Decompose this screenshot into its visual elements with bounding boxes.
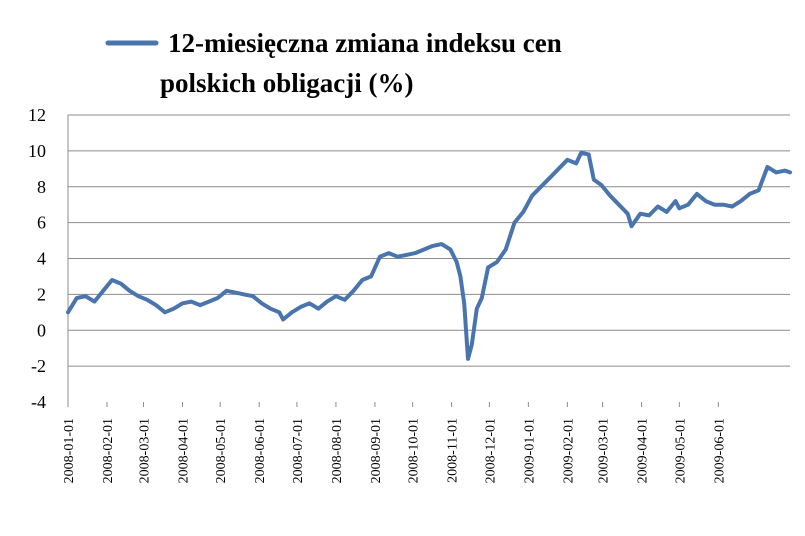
x-tick-label: 2009-02-01	[561, 418, 576, 483]
gridlines	[68, 114, 790, 367]
legend-label-line-1: 12-miesięczna zmiana indeksu cen	[168, 28, 562, 58]
y-tick-label: 2	[37, 284, 46, 304]
legend-label-line-2: polskich obligacji (%)	[160, 68, 414, 98]
x-tick-label: 2008-06-01	[253, 418, 268, 483]
x-tick-label: 2009-05-01	[673, 418, 688, 483]
y-axis-ticks: -4 -2 0 2 4 6 8 10 12	[28, 105, 46, 412]
legend: 12-miesięczna zmiana indeksu cen polskic…	[105, 28, 568, 98]
y-tick-label: -4	[31, 392, 46, 412]
x-tick-label: 2009-06-01	[712, 418, 727, 483]
y-tick-label: -2	[31, 356, 46, 376]
y-tick-label: 6	[37, 213, 46, 233]
x-tick-label: 2008-08-01	[330, 418, 345, 483]
x-tick-label: 2009-04-01	[636, 418, 651, 483]
legend-label: 12-miesięczna zmiana indeksu cen polskic…	[160, 28, 568, 98]
y-tick-label: 8	[37, 177, 46, 197]
y-tick-label: 10	[28, 141, 46, 161]
y-tick-label: 12	[28, 105, 46, 125]
x-tick-label: 2008-12-01	[483, 418, 498, 483]
y-tick-label: 0	[37, 320, 46, 340]
x-tick-label: 2008-11-01	[446, 418, 461, 483]
x-axis-ticks: 2008-01-01 2008-02-01 2008-03-01 2008-04-01…	[62, 402, 727, 483]
x-tick-label: 2009-03-01	[597, 418, 612, 483]
x-tick-label: 2008-10-01	[407, 418, 422, 483]
y-tick-label: 4	[37, 249, 46, 269]
x-tick-label: 2008-05-01	[214, 418, 229, 483]
x-tick-label: 2008-07-01	[291, 418, 306, 483]
x-tick-label: 2008-09-01	[369, 418, 384, 483]
x-tick-label: 2009-01-01	[522, 418, 537, 483]
x-tick-label: 2008-01-01	[62, 418, 77, 483]
x-tick-label: 2008-02-01	[101, 418, 116, 483]
x-tick-label: 2008-03-01	[137, 418, 152, 483]
x-tick-label: 2008-04-01	[176, 418, 191, 483]
series-line	[66, 150, 792, 361]
